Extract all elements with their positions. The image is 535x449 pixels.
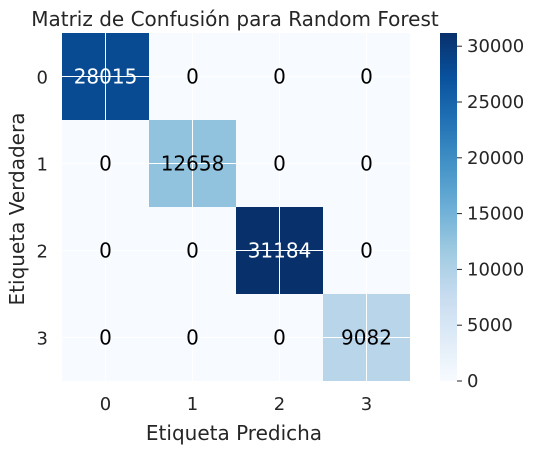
cell-value-label: 0 bbox=[186, 239, 199, 263]
x-axis-ticks: 0 1 2 3 bbox=[100, 394, 372, 415]
colorbar-tick-label: 10000 bbox=[467, 259, 524, 280]
x-axis-label: Etiqueta Predicha bbox=[146, 421, 322, 445]
colorbar-tick-label: 15000 bbox=[467, 204, 524, 225]
cell-value-label: 0 bbox=[186, 65, 199, 89]
colorbar-tick-label: 5000 bbox=[467, 315, 513, 336]
cell-value-label: 0 bbox=[99, 326, 112, 350]
colorbar-ticks: 0 5000 10000 15000 20000 25000 30000 bbox=[457, 36, 524, 392]
cell-value-label: 0 bbox=[360, 239, 373, 263]
y-axis-ticks: 0 1 2 3 bbox=[37, 68, 48, 350]
cell-value-label: 28015 bbox=[74, 65, 138, 89]
x-tick-label: 3 bbox=[361, 394, 372, 415]
colorbar-tick-label: 30000 bbox=[467, 36, 524, 57]
x-tick-label: 2 bbox=[274, 394, 285, 415]
cell-value-label: 0 bbox=[99, 152, 112, 176]
cell-value-label: 0 bbox=[273, 326, 286, 350]
colorbar-tick-label: 20000 bbox=[467, 148, 524, 169]
cell-value-label: 9082 bbox=[341, 326, 392, 350]
colorbar-tick-label: 0 bbox=[467, 371, 478, 392]
y-tick-label: 2 bbox=[37, 242, 48, 263]
chart-title: Matriz de Confusión para Random Forest bbox=[31, 7, 439, 31]
cell-value-label: 12658 bbox=[161, 152, 225, 176]
cell-value-label: 31184 bbox=[248, 239, 312, 263]
cell-value-label: 0 bbox=[99, 239, 112, 263]
colorbar bbox=[440, 33, 457, 381]
cell-value-label: 0 bbox=[186, 326, 199, 350]
cell-value-label: 0 bbox=[273, 152, 286, 176]
x-tick-label: 0 bbox=[100, 394, 111, 415]
y-tick-label: 3 bbox=[37, 329, 48, 350]
y-axis-label: Etiqueta Verdadera bbox=[5, 113, 29, 306]
cell-value-label: 0 bbox=[273, 65, 286, 89]
y-tick-label: 0 bbox=[37, 68, 48, 89]
colorbar-tick-label: 25000 bbox=[467, 92, 524, 113]
y-tick-label: 1 bbox=[37, 155, 48, 176]
x-tick-label: 1 bbox=[187, 394, 198, 415]
cell-value-labels: 28015 0 0 0 0 12658 0 0 0 0 31184 0 0 0 0 9082 bbox=[74, 65, 392, 350]
cell-value-label: 0 bbox=[360, 152, 373, 176]
cell-value-label: 0 bbox=[360, 65, 373, 89]
heatmap-gridlines bbox=[62, 33, 410, 381]
